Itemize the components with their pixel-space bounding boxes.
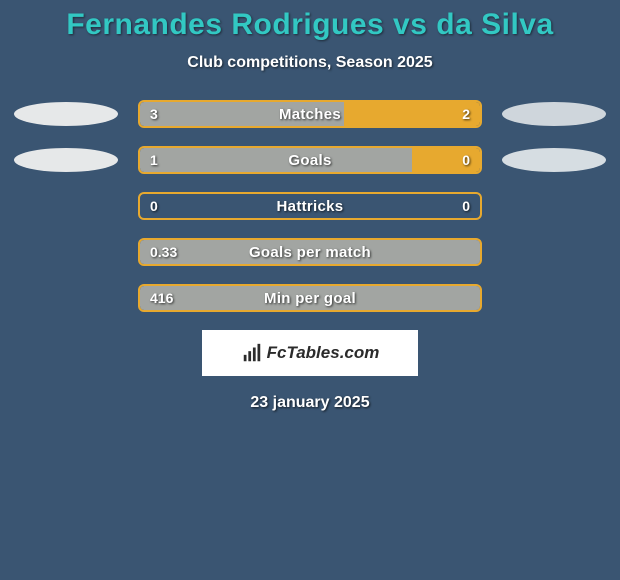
comparison-card: Fernandes Rodrigues vs da Silva Club com… [0,0,620,412]
stat-label: Hattricks [140,194,480,218]
stat-bar: 416Min per goal [138,284,482,312]
stat-row: 00Hattricks [0,192,620,220]
stat-label: Goals [140,148,480,172]
stat-bar: 32Matches [138,100,482,128]
stat-row: 416Min per goal [0,284,620,312]
team-badge-left [14,102,118,126]
stat-rows: 32Matches 10Goals 00Hattricks 0.33Goals per… [0,100,620,312]
stat-label: Matches [140,102,480,126]
stat-row: 10Goals [0,146,620,174]
stat-label: Min per goal [140,286,480,310]
date-text: 23 january 2025 [0,394,620,412]
stat-row: 0.33Goals per match [0,238,620,266]
logo-text: FcTables.com [267,343,380,363]
team-badge-right [502,148,606,172]
logo-box[interactable]: FcTables.com [202,330,418,376]
team-badge-left [14,148,118,172]
stat-bar: 0.33Goals per match [138,238,482,266]
team-badge-right [502,102,606,126]
page-title: Fernandes Rodrigues vs da Silva [0,8,620,42]
bar-chart-icon [241,342,263,364]
stat-row: 32Matches [0,100,620,128]
stat-bar: 10Goals [138,146,482,174]
stat-bar: 00Hattricks [138,192,482,220]
stat-label: Goals per match [140,240,480,264]
subtitle: Club competitions, Season 2025 [0,54,620,72]
